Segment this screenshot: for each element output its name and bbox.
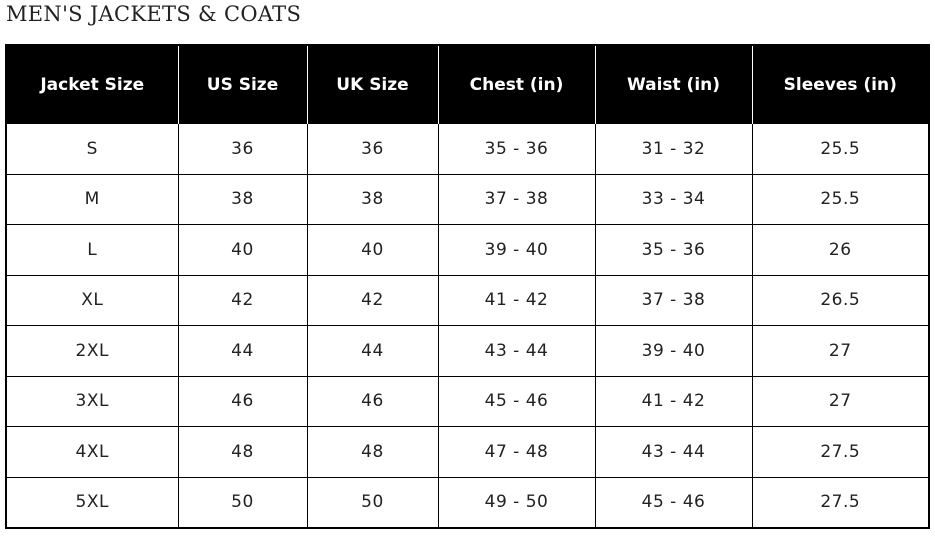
table-cell: 40 (306, 224, 439, 276)
table-cell: 35 - 36 (594, 224, 753, 276)
table-row: XL 42 42 41 - 42 37 - 38 26.5 (5, 274, 930, 326)
column-header: UK Size (306, 45, 438, 124)
table-cell: L (5, 224, 179, 276)
table-cell: 35 - 36 (437, 123, 596, 175)
table-cell: 47 - 48 (437, 426, 596, 478)
table-cell: 37 - 38 (437, 173, 596, 225)
table-cell: 46 (177, 375, 308, 427)
table-cell: 48 (177, 426, 308, 478)
column-header: US Size (177, 45, 307, 124)
table-cell: 50 (177, 476, 308, 529)
column-header: Waist (in) (594, 45, 752, 124)
table-header-row: Jacket Size US Size UK Size Chest (in) Waist… (6, 45, 929, 124)
table-cell: XL (5, 274, 179, 326)
table-cell: 36 (177, 123, 308, 175)
table-row: 5XL 50 50 49 - 50 45 - 46 27.5 (5, 476, 930, 529)
table-cell: 43 - 44 (437, 325, 596, 377)
table-cell: 27.5 (751, 476, 930, 529)
page-title: MEN'S JACKETS & COATS (6, 2, 302, 26)
table-cell: 41 - 42 (594, 375, 753, 427)
table-cell: 25.5 (751, 173, 930, 225)
table-cell: 27.5 (751, 426, 930, 478)
column-header: Sleeves (in) (751, 45, 929, 124)
table-row: 3XL 46 46 45 - 46 41 - 42 27 (5, 375, 930, 427)
table-cell: 2XL (5, 325, 179, 377)
table-cell: 39 - 40 (437, 224, 596, 276)
table-cell: 41 - 42 (437, 274, 596, 326)
table-cell: 44 (177, 325, 308, 377)
table-cell: 39 - 40 (594, 325, 753, 377)
table-cell: 5XL (5, 476, 179, 529)
table-cell: 33 - 34 (594, 173, 753, 225)
table-cell: 37 - 38 (594, 274, 753, 326)
table-cell: 45 - 46 (437, 375, 596, 427)
table-cell: 38 (177, 173, 308, 225)
table-cell: 36 (306, 123, 439, 175)
table-row: L 40 40 39 - 40 35 - 36 26 (5, 224, 930, 276)
table-cell: 40 (177, 224, 308, 276)
table-cell: 49 - 50 (437, 476, 596, 529)
table-cell: 46 (306, 375, 439, 427)
table-row: M 38 38 37 - 38 33 - 34 25.5 (5, 173, 930, 225)
table-cell: 27 (751, 375, 930, 427)
column-header: Jacket Size (6, 45, 178, 124)
table-cell: 31 - 32 (594, 123, 753, 175)
table-cell: 48 (306, 426, 439, 478)
table-row: 2XL 44 44 43 - 44 39 - 40 27 (5, 325, 930, 377)
table-cell: 44 (306, 325, 439, 377)
table-cell: 26.5 (751, 274, 930, 326)
table-row: 4XL 48 48 47 - 48 43 - 44 27.5 (5, 426, 930, 478)
table-cell: 45 - 46 (594, 476, 753, 529)
table-cell: 25.5 (751, 123, 930, 175)
table-cell: 38 (306, 173, 439, 225)
table-cell: 50 (306, 476, 439, 529)
table-row: S 36 36 35 - 36 31 - 32 25.5 (5, 123, 930, 175)
table-cell: 4XL (5, 426, 179, 478)
column-header: Chest (in) (437, 45, 595, 124)
table-cell: 26 (751, 224, 930, 276)
table-cell: 42 (306, 274, 439, 326)
table-cell: 43 - 44 (594, 426, 753, 478)
table-cell: M (5, 173, 179, 225)
table-cell: 42 (177, 274, 308, 326)
table-cell: 3XL (5, 375, 179, 427)
size-chart-table: Jacket Size US Size UK Size Chest (in) Waist… (5, 44, 930, 529)
table-cell: S (5, 123, 179, 175)
table-cell: 27 (751, 325, 930, 377)
